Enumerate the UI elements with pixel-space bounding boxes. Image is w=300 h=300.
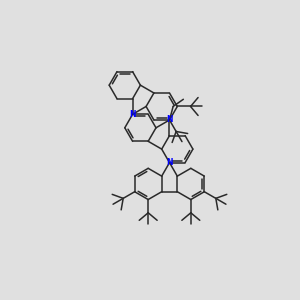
Text: N: N — [129, 110, 136, 119]
Text: N: N — [166, 116, 173, 124]
Text: N: N — [166, 158, 173, 167]
